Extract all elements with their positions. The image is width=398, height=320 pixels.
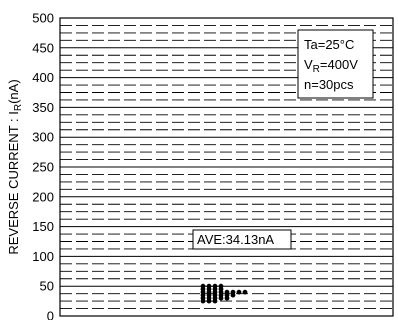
y-tick-label-350: 350 — [32, 100, 54, 115]
conditions-box: Ta=25°C VR=400V n=30pcs — [297, 29, 374, 99]
data-point — [212, 283, 218, 289]
average-label: AVE:34.13nA — [197, 232, 274, 247]
y-tick-label-150: 150 — [32, 219, 54, 234]
y-tick-label-400: 400 — [32, 70, 54, 85]
data-points — [200, 283, 248, 304]
y-tick-label-250: 250 — [32, 160, 54, 175]
condition-vr-subscript: R — [313, 64, 320, 75]
y-tick-label-50: 50 — [40, 279, 54, 294]
y-axis-label-subscript: R — [13, 104, 24, 111]
condition-n: n=30pcs — [304, 77, 354, 92]
data-point — [230, 289, 236, 295]
y-tick-label-450: 450 — [32, 40, 54, 55]
y-tick-label-100: 100 — [32, 249, 54, 264]
condition-vr: VR=400V — [304, 57, 358, 75]
condition-ta: Ta=25°C — [304, 37, 354, 52]
data-point — [224, 289, 230, 295]
average-box: AVE:34.13nA — [192, 229, 292, 250]
y-axis-ticks: 0 50 100 150 200 250 300 350 400 450 500 — [32, 11, 54, 320]
conditions-box-frame — [297, 29, 374, 99]
y-axis-label-unit: (nA) — [6, 79, 21, 104]
y-tick-label-200: 200 — [32, 189, 54, 204]
condition-vr-main: V — [304, 57, 313, 72]
y-tick-label-300: 300 — [32, 130, 54, 145]
data-point — [242, 289, 248, 295]
y-tick-label-500: 500 — [32, 11, 54, 26]
average-box-frame — [192, 229, 292, 250]
y-tick-label-0: 0 — [47, 309, 54, 320]
y-axis-label: REVERSE CURRENT : IR(nA) — [6, 79, 24, 254]
data-point — [236, 289, 242, 295]
y-axis-label-main: REVERSE CURRENT : I — [6, 111, 21, 255]
data-point — [200, 283, 206, 289]
data-point — [218, 283, 224, 289]
data-point — [206, 283, 212, 289]
plot-frame — [59, 17, 394, 317]
condition-vr-value: =400V — [320, 57, 358, 72]
